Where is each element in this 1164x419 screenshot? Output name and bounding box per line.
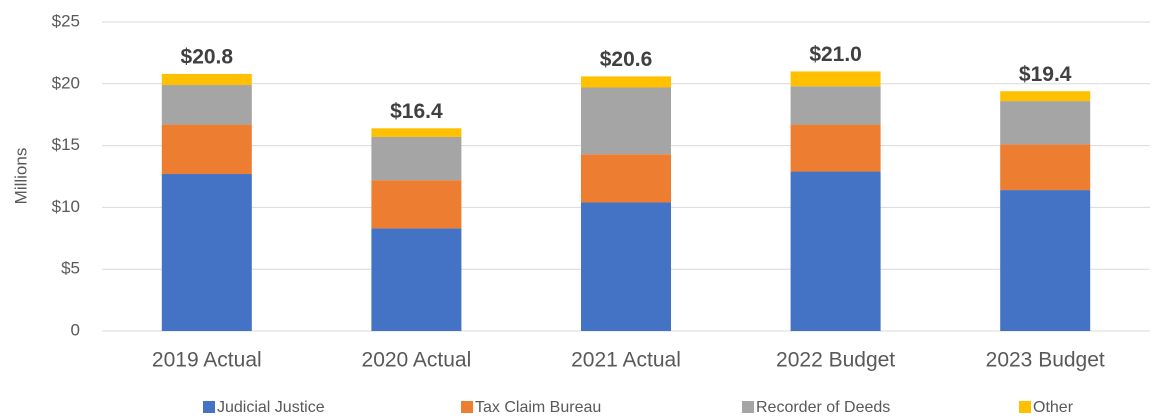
bar-segment <box>371 180 462 229</box>
x-tick-label: 2023 Budget <box>986 349 1105 372</box>
bar-segment <box>1000 91 1091 102</box>
bar-segment <box>161 85 252 125</box>
bar-segment <box>1000 101 1091 145</box>
bar-segment <box>790 86 881 125</box>
y-tick-label: $5 <box>61 259 80 278</box>
y-tick-label: $15 <box>52 135 80 154</box>
total-label: $20.8 <box>181 45 234 68</box>
y-tick-label: 0 <box>71 320 80 339</box>
bar-segment <box>790 71 881 87</box>
bar-segment <box>790 171 881 331</box>
legend-label: Recorder of Deeds <box>756 399 890 416</box>
total-label: $19.4 <box>1019 63 1072 86</box>
total-label: $21.0 <box>809 43 862 66</box>
legend-swatch <box>742 401 754 413</box>
legend-label: Tax Claim Bureau <box>475 399 601 416</box>
legend-label: Judicial Justice <box>217 399 325 416</box>
legend-swatch <box>1019 401 1031 413</box>
legend-swatch <box>461 401 473 413</box>
y-tick-label: $20 <box>52 73 80 92</box>
bar-segment <box>371 228 462 331</box>
legend-label: Other <box>1033 399 1074 416</box>
bar-segment <box>161 174 252 331</box>
x-tick-label: 2020 Actual <box>362 349 472 372</box>
bar-segment <box>161 124 252 175</box>
x-tick-label: 2022 Budget <box>776 349 895 372</box>
bar-segment <box>371 128 462 137</box>
bar-segment <box>371 136 462 181</box>
bar-segment <box>581 76 671 88</box>
bar-segment <box>581 202 671 331</box>
x-tick-label: 2021 Actual <box>571 349 681 372</box>
y-tick-label: $10 <box>52 197 80 216</box>
total-label: $16.4 <box>390 100 443 123</box>
bar-segment <box>581 154 671 203</box>
bar-segment <box>790 124 881 172</box>
total-label: $20.6 <box>600 48 653 71</box>
bar-segment <box>1000 144 1091 191</box>
y-tick-label: $25 <box>52 11 80 30</box>
legend-swatch <box>203 401 215 413</box>
bar-segment <box>581 87 671 155</box>
bar-segment <box>1000 190 1091 331</box>
bar-segment <box>161 73 252 86</box>
y-axis-label: Millions <box>11 148 30 205</box>
x-tick-label: 2019 Actual <box>152 349 262 372</box>
